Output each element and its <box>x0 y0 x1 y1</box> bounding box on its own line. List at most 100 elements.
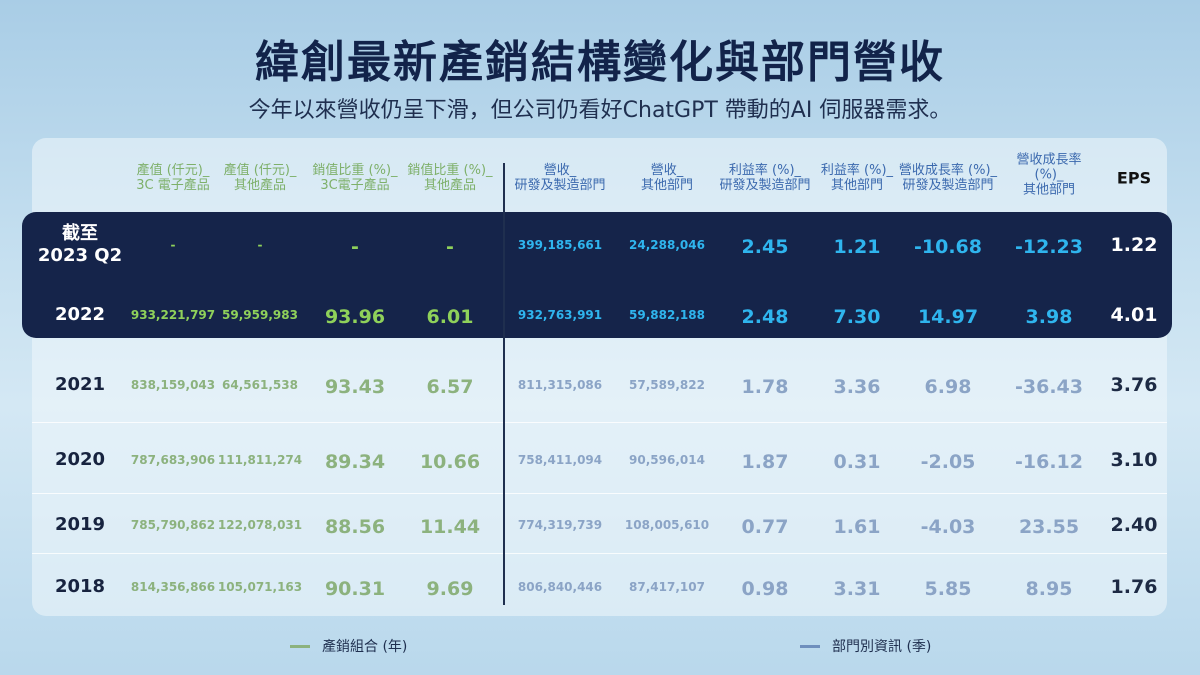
row-divider <box>32 422 1167 423</box>
legend-item-segment: 部門別資訊 (季) <box>800 636 931 656</box>
table-cell: 108,005,610 <box>624 518 710 532</box>
table-cell: 5.85 <box>924 578 972 600</box>
table-cell: 23.55 <box>1018 516 1080 538</box>
row-label-line: 2019 <box>54 514 106 535</box>
column-header-line: 研發及製造部門 <box>719 178 811 193</box>
column-header: 產值 (仟元)_ 其他產品 <box>224 163 297 193</box>
column-header: 營收_ 研發及製造部門 <box>514 163 605 193</box>
row-label: 2022 <box>55 304 105 326</box>
legend-swatch <box>290 644 310 648</box>
table-cell: 93.43 <box>324 376 386 398</box>
table-cell: -16.12 <box>1015 451 1083 473</box>
column-header-line: 研發及製造部門 <box>902 178 994 193</box>
table-cell: 9.69 <box>426 578 474 600</box>
table-cell: -2.05 <box>920 451 976 473</box>
row-label-line: 2023 Q2 <box>37 245 123 266</box>
table-cell: 3.36 <box>833 376 881 398</box>
row-label: 截至 2023 Q2 <box>38 223 122 267</box>
table-cell: 787,683,906 <box>130 453 216 467</box>
column-header-line: 其他產品 <box>423 178 477 193</box>
table-cell: -10.68 <box>914 236 982 258</box>
table-cell: 90,596,014 <box>629 453 705 467</box>
table-cell: 89.34 <box>324 451 386 473</box>
column-header: 銷值比重 (%)_ 3C電子產品 <box>312 163 397 193</box>
column-header-line: 其他部門 <box>1022 182 1076 198</box>
table-cell: -36.43 <box>1015 376 1083 398</box>
row-label-line: 截至 <box>61 223 98 244</box>
table-cell: 933,221,797 <box>130 308 216 322</box>
row-label: 2019 <box>55 514 105 536</box>
row-label-line: 2020 <box>54 449 106 470</box>
table-cell: 1.61 <box>833 516 881 538</box>
section-divider <box>503 163 505 605</box>
table-cell: -4.03 <box>920 516 976 538</box>
column-header-line: 其他部門 <box>640 178 694 193</box>
table-cell: 8.95 <box>1025 578 1073 600</box>
table-cell: 811,315,086 <box>517 378 603 392</box>
row-label: 2021 <box>55 374 105 396</box>
table-cell: 3.76 <box>1110 374 1158 396</box>
table-cell: 2.48 <box>741 306 789 328</box>
table-cell: 1.78 <box>741 376 789 398</box>
table-cell: 90.31 <box>324 578 386 600</box>
legend-label: 部門別資訊 (季) <box>832 639 932 655</box>
table-cell: 14.97 <box>917 306 979 328</box>
table-cell: 105,071,163 <box>217 580 303 594</box>
table-cell: -12.23 <box>1015 236 1083 258</box>
table-cell: 59,959,983 <box>222 308 298 322</box>
table-cell: 93.96 <box>324 306 386 328</box>
table-cell: 11.44 <box>419 516 481 538</box>
column-header-line: 3C電子產品 <box>320 178 390 193</box>
column-header-line: 研發及製造部門 <box>514 178 606 193</box>
table-cell: 57,589,822 <box>629 378 705 392</box>
page-title: 緯創最新產銷結構變化與部門營收 <box>255 37 945 88</box>
column-header-line: 利益率 (%)_ <box>820 163 894 178</box>
column-header-line: 營收_ <box>543 163 577 178</box>
table-cell: 87,417,107 <box>629 580 705 594</box>
table-cell: 3.10 <box>1110 449 1158 471</box>
column-header-line: 利益率 (%)_ <box>728 163 802 178</box>
column-header-line: 其他產品 <box>233 178 286 193</box>
table-cell: 0.98 <box>741 578 789 600</box>
legend-item-production: 產銷組合 (年) <box>290 636 407 656</box>
table-cell: 1.21 <box>833 236 881 258</box>
column-header: EPS <box>1116 168 1152 188</box>
table-cell: 1.76 <box>1110 576 1158 598</box>
table-cell: 838,159,043 <box>130 378 216 392</box>
column-header-line: 營收成長率 <box>1016 152 1082 168</box>
table-cell: - <box>170 238 176 252</box>
column-header-line: (%)_ <box>1034 167 1064 183</box>
column-header-line: EPS <box>1116 168 1152 188</box>
column-header: 產值 (仟元)_ 3C 電子產品 <box>136 163 209 193</box>
table-cell: 2.45 <box>741 236 789 258</box>
row-label: 2020 <box>55 449 105 471</box>
table-cell: 7.30 <box>833 306 881 328</box>
column-header-line: 銷值比重 (%)_ <box>312 163 398 178</box>
column-header: 利益率 (%)_ 研發及製造部門 <box>719 163 810 193</box>
table-cell: 2.40 <box>1110 514 1158 536</box>
table-cell: 399,185,661 <box>517 238 603 252</box>
column-header-line: 產值 (仟元)_ <box>223 163 297 178</box>
table-cell: 814,356,866 <box>130 580 216 594</box>
table-cell: 1.22 <box>1110 234 1158 256</box>
table-cell: 0.31 <box>833 451 881 473</box>
highlight-band <box>22 212 1172 338</box>
table-cell: 59,882,188 <box>629 308 705 322</box>
column-header-line: 3C 電子產品 <box>136 178 210 193</box>
table-cell: 6.01 <box>426 306 474 328</box>
legend-label: 產銷組合 (年) <box>322 639 408 655</box>
table-cell: - <box>351 236 359 258</box>
table-cell: 6.57 <box>426 376 474 398</box>
row-divider <box>32 553 1167 554</box>
table-cell: 1.87 <box>741 451 789 473</box>
column-header: 銷值比重 (%)_ 其他產品 <box>407 163 492 193</box>
table-cell: 932,763,991 <box>517 308 603 322</box>
table-cell: 3.31 <box>833 578 881 600</box>
row-label-line: 2022 <box>54 304 106 325</box>
table-cell: - <box>257 238 263 252</box>
column-header: 營收_ 其他部門 <box>641 163 693 193</box>
table-cell: 806,840,446 <box>517 580 603 594</box>
table-cell: 6.98 <box>924 376 972 398</box>
table-cell: 10.66 <box>419 451 481 473</box>
column-header-line: 營收_ <box>650 163 684 178</box>
